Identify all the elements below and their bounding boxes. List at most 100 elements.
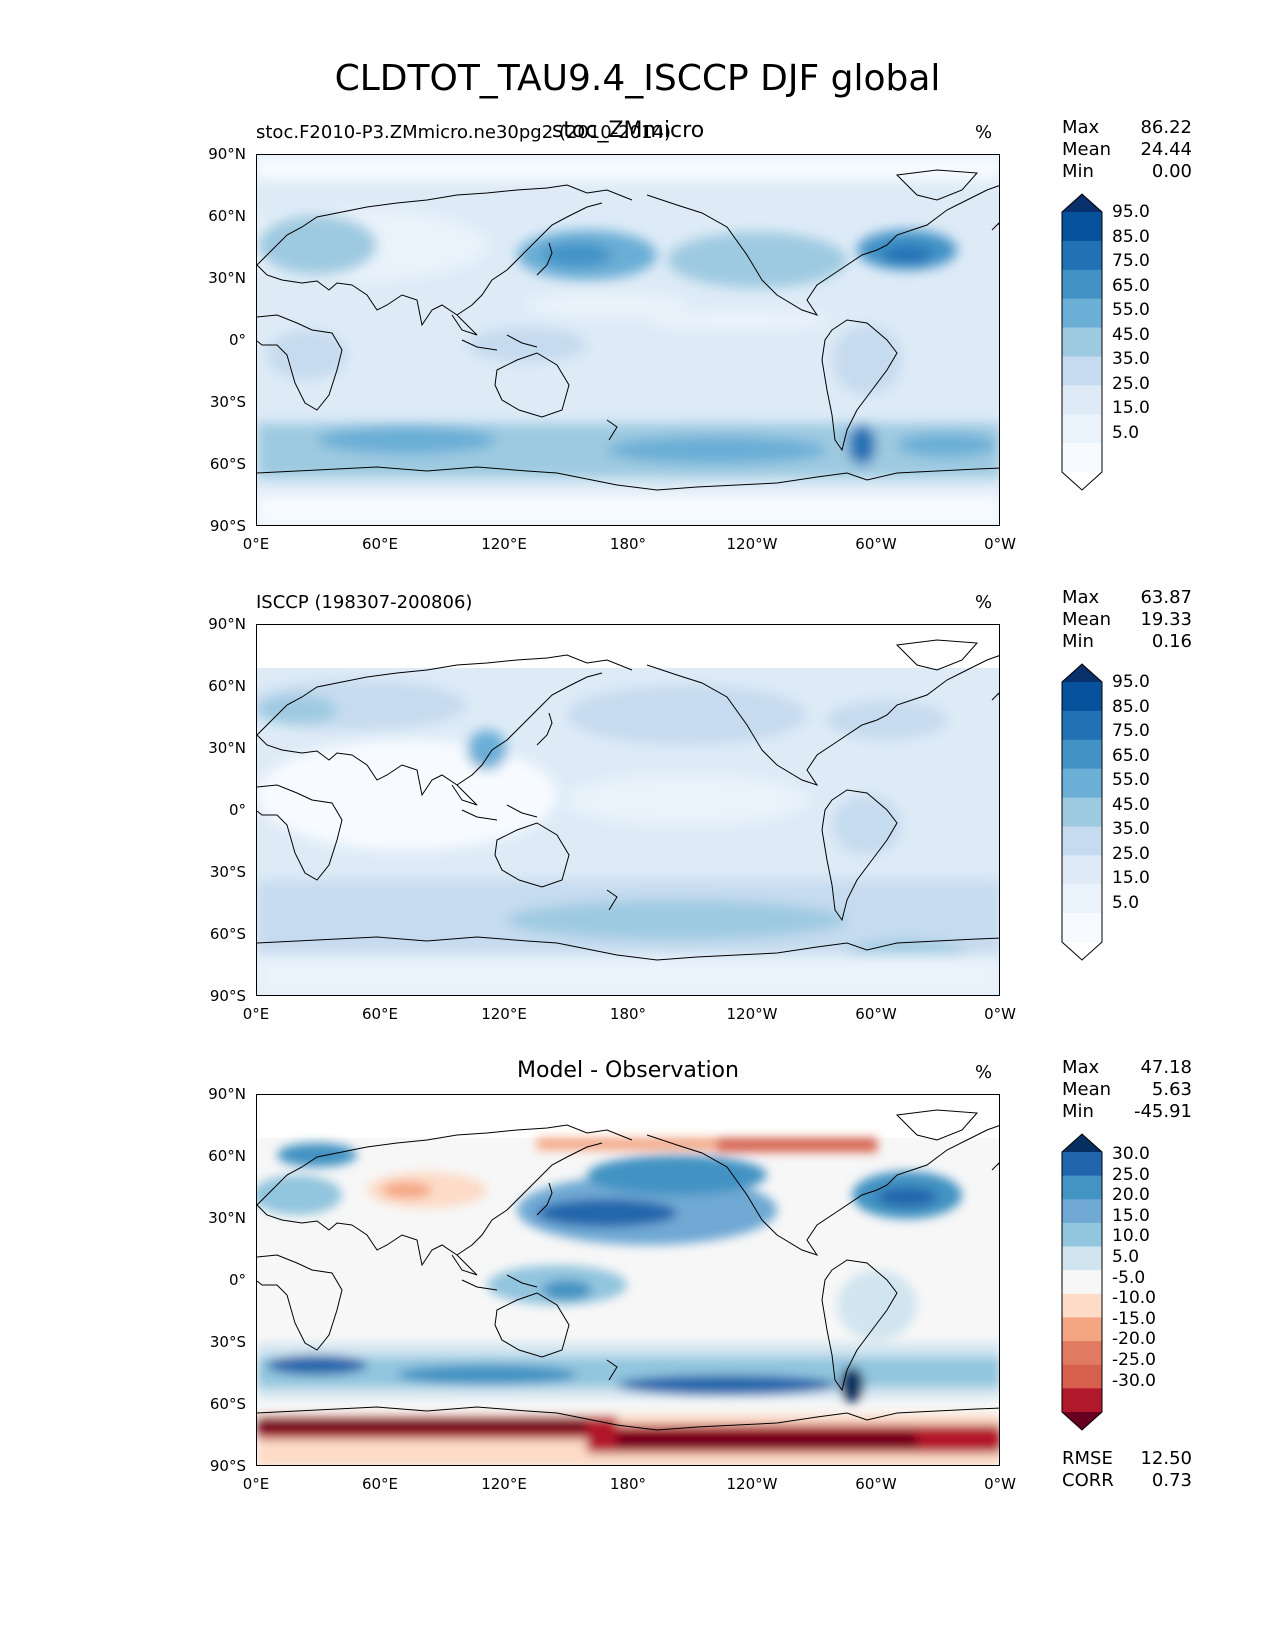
colorbar-obs bbox=[1061, 663, 1103, 961]
lon-tick: 0°W bbox=[984, 1005, 1016, 1023]
colorbar-tick-label: 75.0 bbox=[1112, 721, 1150, 741]
colorbar-tick-label: 65.0 bbox=[1112, 745, 1150, 766]
stat-value: 12.50 bbox=[1140, 1448, 1192, 1469]
lat-tick: 0° bbox=[228, 1271, 246, 1289]
colorbar-extend-bottom bbox=[1062, 942, 1102, 960]
colorbar-segment bbox=[1062, 356, 1102, 386]
lon-tick: 0°E bbox=[242, 1005, 270, 1023]
colorbar-segment bbox=[1062, 1246, 1102, 1271]
lon-tick: 120°E bbox=[481, 1475, 527, 1493]
panel-diff-unit: % bbox=[975, 1062, 993, 1083]
stat-value: 19.33 bbox=[1140, 609, 1192, 630]
colorbar-segment bbox=[1062, 739, 1102, 770]
lat-tick: 60°S bbox=[209, 455, 246, 473]
lat-tick: 30°N bbox=[208, 269, 246, 287]
stat-label: RMSE bbox=[1062, 1448, 1113, 1469]
lon-tick: 0°W bbox=[984, 1475, 1016, 1493]
colorbar-tick-label: 15.0 bbox=[1112, 868, 1150, 888]
map-obs bbox=[256, 624, 1000, 996]
colorbar-segment bbox=[1062, 1152, 1102, 1177]
lon-tick: 60°W bbox=[855, 1005, 897, 1023]
colorbar-tick-label: 65.0 bbox=[1112, 275, 1150, 296]
stat-label: Mean bbox=[1062, 609, 1112, 630]
lon-tick: 180° bbox=[609, 1475, 647, 1493]
colorbar-extend-top bbox=[1062, 664, 1102, 682]
colorbar-outline bbox=[1061, 193, 1103, 491]
colorbar-segment bbox=[1062, 797, 1102, 827]
colorbar-tick-label: 85.0 bbox=[1112, 696, 1150, 717]
colorbar-segment bbox=[1062, 385, 1102, 415]
colorbar-segment bbox=[1062, 710, 1102, 741]
lon-tick: 120°W bbox=[726, 1005, 778, 1023]
lon-tick: 120°E bbox=[481, 535, 527, 553]
lat-tick: 30°S bbox=[209, 393, 246, 411]
panel-diff-error-stats: RMSE 12.50 CORR 0.73 bbox=[1062, 1448, 1192, 1492]
colorbar-tick-label: -25.0 bbox=[1112, 1350, 1156, 1370]
panel-diff-stats: Max 47.18 Mean 5.63 Min -45.91 bbox=[1062, 1057, 1192, 1123]
colorbar-segment bbox=[1062, 913, 1102, 943]
colorbar-tick-label: 15.0 bbox=[1112, 1205, 1150, 1226]
colorbar-segment bbox=[1062, 1341, 1102, 1366]
colorbar-segment bbox=[1062, 884, 1102, 914]
lon-tick: 0°E bbox=[242, 535, 270, 553]
lat-tick: 60°N bbox=[208, 1147, 246, 1165]
lon-tick: 60°E bbox=[361, 535, 399, 553]
colorbar-tick-label: 30.0 bbox=[1112, 1144, 1150, 1164]
colorbar-segment bbox=[1062, 826, 1102, 856]
colorbar-segment bbox=[1062, 298, 1102, 329]
stat-value: 86.22 bbox=[1140, 117, 1192, 138]
figure-title: CLDTOT_TAU9.4_ISCCP DJF global bbox=[334, 58, 941, 99]
stat-value: 5.63 bbox=[1151, 1079, 1192, 1100]
stat-value: 0.00 bbox=[1151, 161, 1192, 182]
colorbar-tick-label: 35.0 bbox=[1112, 349, 1150, 369]
colorbar-extend-top bbox=[1062, 1134, 1102, 1152]
panel-diff: Model - Observation % bbox=[0, 1050, 1275, 1493]
stat-value: 47.18 bbox=[1140, 1057, 1192, 1078]
colorbar-tick-label: 95.0 bbox=[1112, 202, 1150, 222]
panel-model-center-title: stoc_ZMmicro bbox=[551, 118, 705, 143]
lat-tick: 30°N bbox=[208, 739, 246, 757]
colorbar-model bbox=[1061, 193, 1103, 491]
panel-obs: ISCCP (198307-200806) % bbox=[0, 580, 1275, 1023]
colorbar-outline bbox=[1061, 663, 1103, 961]
colorbar-tick-label: -10.0 bbox=[1112, 1288, 1156, 1309]
colorbar-segment bbox=[1062, 855, 1102, 885]
colorbar-segment bbox=[1062, 1270, 1102, 1295]
lon-tick: 120°E bbox=[481, 1005, 527, 1023]
lat-tick: 60°S bbox=[209, 1395, 246, 1413]
panel-obs-stats: Max 63.87 Mean 19.33 Min 0.16 bbox=[1062, 587, 1192, 653]
map-diff bbox=[256, 1094, 1000, 1466]
colorbar-segment bbox=[1062, 682, 1102, 712]
colorbar-tick-label: 75.0 bbox=[1112, 251, 1150, 271]
lon-tick: 60°E bbox=[361, 1005, 399, 1023]
panel-diff-center-title: Model - Observation bbox=[517, 1058, 739, 1083]
colorbar-segment bbox=[1062, 212, 1102, 242]
stat-value: 24.44 bbox=[1140, 139, 1192, 160]
panel-model-stats: Max 86.22 Mean 24.44 Min 0.00 bbox=[1062, 117, 1192, 183]
lat-tick: 90°N bbox=[208, 145, 246, 163]
panel-model: stoc.F2010-P3.ZMmicro.ne30pg2 (2010-2014… bbox=[0, 110, 1275, 553]
lat-tick: 90°N bbox=[208, 1085, 246, 1103]
colorbar-tick-label: 5.0 bbox=[1112, 1247, 1140, 1267]
colorbar-tick-label: 20.0 bbox=[1112, 1185, 1150, 1206]
lat-tick: 60°N bbox=[208, 207, 246, 225]
lon-tick: 120°W bbox=[726, 1475, 778, 1493]
colorbar-segment bbox=[1062, 1388, 1102, 1413]
stat-label: Min bbox=[1062, 161, 1094, 182]
stat-label: Mean bbox=[1062, 139, 1112, 160]
stat-label: Max bbox=[1062, 117, 1100, 138]
colorbar-tick-label: 95.0 bbox=[1112, 672, 1150, 692]
colorbar-tick-label: 45.0 bbox=[1112, 794, 1150, 815]
lon-tick: 60°E bbox=[361, 1475, 399, 1493]
lat-tick: 0° bbox=[228, 331, 246, 349]
lat-tick: 0° bbox=[228, 801, 246, 819]
colorbar-tick-label: 45.0 bbox=[1112, 324, 1150, 345]
colorbar-segment bbox=[1062, 269, 1102, 300]
colorbar-tick-label: 25.0 bbox=[1112, 1164, 1150, 1185]
lon-tick: 0°E bbox=[242, 1475, 270, 1493]
colorbar-segment bbox=[1062, 327, 1102, 357]
colorbar-tick-label: 10.0 bbox=[1112, 1226, 1150, 1247]
stat-value: 0.73 bbox=[1151, 1470, 1192, 1491]
colorbar-segment bbox=[1062, 1175, 1102, 1200]
colorbar-segment bbox=[1062, 1364, 1102, 1389]
